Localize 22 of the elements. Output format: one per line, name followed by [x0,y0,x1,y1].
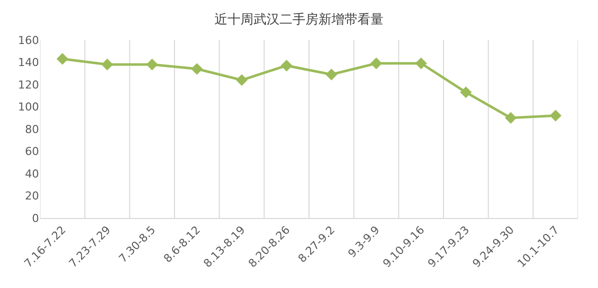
point [415,58,427,70]
point [504,112,517,124]
chart-title: 近十周武汉二手房新增带看量 [214,12,384,28]
point [191,63,203,75]
y-tick-label: 60 [25,145,39,158]
point [550,110,562,122]
y-tick-label: 120 [18,78,39,92]
y-tick-label: 40 [25,167,39,180]
point [146,58,158,70]
point [236,74,248,86]
point [56,53,68,65]
y-tick-label: 140 [18,56,39,70]
y-tick-label: 80 [25,122,39,136]
y-tick-label: 0 [32,212,39,225]
point [101,58,114,70]
point [370,58,382,70]
point [326,68,338,80]
y-tick-label: 20 [25,190,39,203]
point [280,60,292,72]
y-tick-label: 100 [18,100,39,114]
y-tick-label: 160 [18,34,39,47]
point [460,86,472,98]
